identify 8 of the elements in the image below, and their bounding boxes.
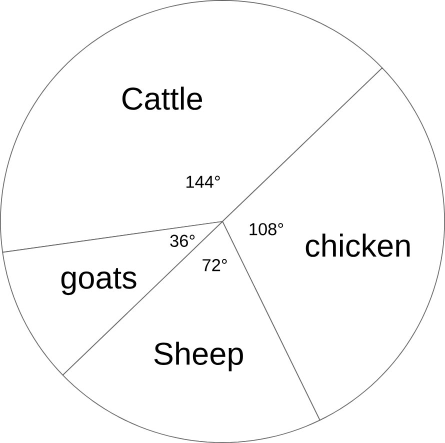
slice-label: chicken	[306, 234, 410, 257]
data-label: 108°	[250, 223, 284, 236]
slice-label: goats	[61, 268, 136, 296]
data-label: 72°	[202, 259, 227, 272]
data-label: 36°	[170, 234, 195, 247]
data-label: 144°	[186, 176, 220, 188]
slice-label: Cattle	[122, 86, 202, 110]
slice-label: Sheep	[154, 342, 243, 372]
